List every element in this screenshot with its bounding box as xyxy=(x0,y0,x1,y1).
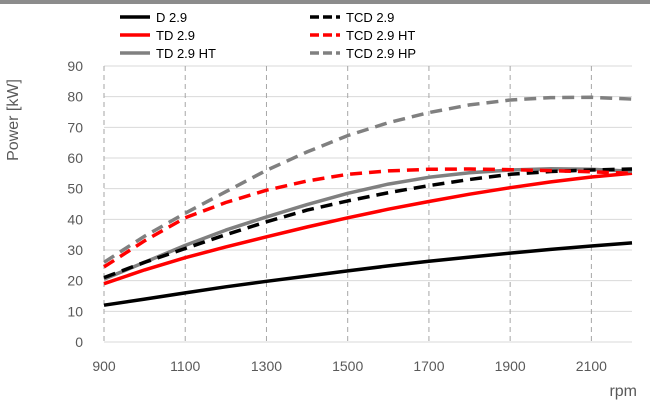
x-tick-label: 1300 xyxy=(251,358,282,374)
legend-label: TCD 2.9 HP xyxy=(346,46,416,61)
series-line-tcd-2-9-ht xyxy=(103,167,633,269)
x-tick-label: 1900 xyxy=(495,358,526,374)
x-tick-label: 1700 xyxy=(413,358,444,374)
series-line-tcd-2-9 xyxy=(103,167,633,280)
series-line-tcd-2-9-hp xyxy=(103,95,633,264)
y-tick-labels: 0 10 20 30 40 50 60 70 80 90 xyxy=(67,58,83,350)
legend-label: TCD 2.9 HT xyxy=(346,28,415,43)
x-tick-label: 2100 xyxy=(576,358,607,374)
x-tick-label: 900 xyxy=(92,358,116,374)
y-axis-label: Power [kW] xyxy=(5,79,22,161)
x-tick-label: 1100 xyxy=(170,358,200,374)
legend-label: D 2.9 xyxy=(156,10,187,25)
series-lines xyxy=(103,95,633,307)
y-tick-label: 30 xyxy=(67,242,83,258)
x-tick-label: 1500 xyxy=(332,358,363,374)
y-tick-label: 80 xyxy=(67,89,83,105)
y-tick-label: 40 xyxy=(67,211,83,227)
x-axis-label: rpm xyxy=(609,383,637,400)
y-tick-label: 0 xyxy=(75,334,83,350)
legend: D 2.9 TD 2.9 TD 2.9 HT TCD 2.9 TCD 2.9 HT TCD… xyxy=(120,10,416,61)
series-line-d-2-9 xyxy=(103,241,633,307)
y-tick-label: 70 xyxy=(67,119,83,135)
y-tick-label: 50 xyxy=(67,181,83,197)
top-border-strip xyxy=(0,0,650,4)
y-tick-label: 20 xyxy=(67,273,83,289)
y-tick-label: 90 xyxy=(67,58,83,74)
y-tick-label: 10 xyxy=(67,303,83,319)
legend-label: TD 2.9 xyxy=(156,28,195,43)
legend-label: TD 2.9 HT xyxy=(156,46,216,61)
y-tick-label: 60 xyxy=(67,150,83,166)
legend-label: TCD 2.9 xyxy=(346,10,394,25)
x-tick-labels: 900 1100 1300 1500 1700 1900 2100 xyxy=(92,358,607,374)
series-line-td-2-9 xyxy=(103,171,633,286)
